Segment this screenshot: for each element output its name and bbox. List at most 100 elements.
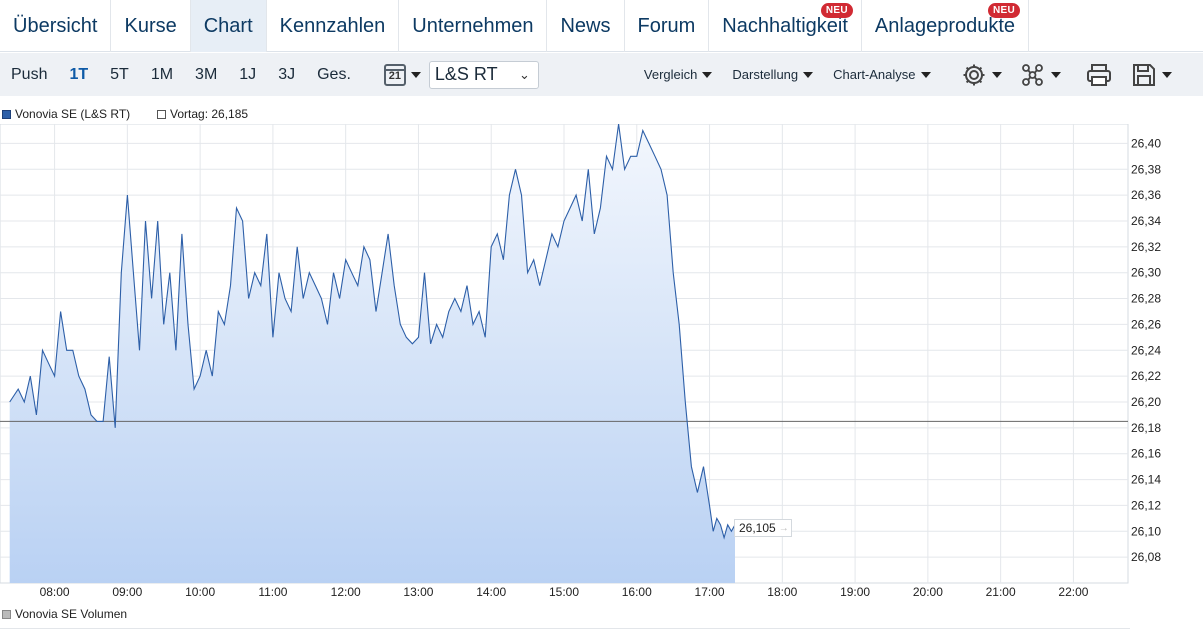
x-tick-label: 10:00 (185, 585, 215, 599)
tab-kennzahlen[interactable]: Kennzahlen (267, 0, 400, 52)
tab-label: Anlageprodukte (874, 14, 1016, 37)
price-line (9, 124, 736, 540)
calendar-icon: 21 (383, 63, 406, 86)
x-tick-label: 14:00 (476, 585, 506, 599)
new-badge: NEU (820, 3, 853, 18)
x-tick-label: 19:00 (840, 585, 870, 599)
darstellung-menu[interactable]: Darstellung (732, 67, 814, 82)
y-tick-label: 26,32 (1131, 240, 1161, 254)
tab-label: Übersicht (13, 14, 98, 37)
x-axis: 08:00 09:00 10:00 11:00 12:00 13:00 14:00 15:00… (40, 585, 1089, 599)
vergleich-menu[interactable]: Vergleich (643, 67, 713, 82)
gear-icon (963, 64, 985, 85)
tab-nachhaltigkeit[interactable]: Nachhaltigkeit NEU (709, 0, 862, 52)
tab-label: Kennzahlen (279, 14, 386, 37)
y-tick-label: 26,34 (1131, 214, 1161, 228)
y-tick-label: 26,28 (1131, 292, 1161, 306)
period-3j[interactable]: 3J (278, 65, 296, 83)
x-tick-label: 21:00 (986, 585, 1016, 599)
tab-label: Unternehmen (412, 14, 534, 37)
chevron-down-icon: ⌄ (518, 66, 530, 82)
y-tick-label: 26,26 (1131, 317, 1161, 331)
volume-swatch (2, 609, 11, 619)
vergleich-label: Vergleich (643, 67, 698, 82)
x-tick-label: 20:00 (913, 585, 943, 599)
caret-down-icon (702, 71, 713, 78)
y-tick-label: 26,08 (1131, 550, 1161, 564)
x-tick-label: 17:00 (695, 585, 725, 599)
volume-legend[interactable]: Vonovia SE Volumen (2, 607, 127, 621)
series-legend-label: Vonovia SE (L&S RT) (15, 107, 131, 121)
caret-down-icon (1050, 71, 1061, 78)
indicators-button[interactable] (1020, 62, 1061, 88)
period-3m[interactable]: 3M (195, 65, 218, 83)
darstellung-label: Darstellung (732, 67, 799, 82)
y-tick-label: 26,16 (1131, 447, 1161, 461)
period-push[interactable]: Push (11, 65, 48, 83)
period-1m[interactable]: 1M (150, 65, 174, 83)
tab-label: Chart (203, 14, 253, 37)
tab-forum[interactable]: Forum (625, 0, 710, 52)
print-icon (1086, 63, 1111, 86)
series-swatch (2, 109, 11, 119)
period-5t[interactable]: 5T (110, 65, 129, 83)
print-button[interactable] (1085, 62, 1113, 88)
y-tick-label: 26,10 (1131, 524, 1161, 538)
x-tick-label: 11:00 (258, 585, 287, 599)
y-tick-label: 26,24 (1131, 343, 1161, 357)
tab-unternehmen[interactable]: Unternehmen (399, 0, 548, 52)
tab-chart[interactable]: Chart (190, 0, 267, 52)
new-badge: NEU (988, 3, 1021, 18)
x-tick-label: 13:00 (403, 585, 433, 599)
tab-anlageprodukte[interactable]: Anlageprodukte NEU (862, 0, 1030, 52)
y-tick-label: 26,20 (1131, 395, 1161, 409)
period-ges[interactable]: Ges. (317, 65, 351, 83)
y-tick-label: 26,22 (1131, 369, 1161, 383)
previous-close-swatch (157, 109, 166, 119)
exchange-select[interactable]: L&S RT ⌄ (428, 60, 539, 89)
exchange-select-value: L&S RT (434, 64, 498, 84)
tab-news[interactable]: News (547, 0, 625, 52)
period-selector: Push 1T 5T 1M 3M 1J 3J Ges. (0, 66, 362, 84)
caret-down-icon (1161, 71, 1172, 78)
caret-down-icon (920, 71, 931, 78)
x-tick-label: 08:00 (40, 585, 70, 599)
volume-legend-label: Vonovia SE Volumen (15, 607, 128, 621)
previous-close-legend[interactable]: Vortag: 26,185 (157, 107, 248, 121)
caret-down-icon (803, 71, 814, 78)
chart-analyse-label: Chart-Analyse (833, 67, 916, 82)
tab-kurse[interactable]: Kurse (111, 0, 191, 52)
main-tabs: Übersicht Kurse Chart Kennzahlen Unternehmen… (0, 0, 1203, 52)
arrow-right-icon: → (778, 522, 789, 534)
calendar-button[interactable]: 21 (383, 63, 421, 86)
period-1t[interactable]: 1T (69, 65, 89, 83)
y-tick-label: 26,18 (1131, 421, 1161, 435)
chart-toolbar: Push 1T 5T 1M 3M 1J 3J Ges. 21 L&S RT ⌄ Verglei… (0, 53, 1203, 96)
last-price-label: 26,105 → (734, 519, 792, 537)
y-tick-label: 26,30 (1131, 266, 1161, 280)
tab--bersicht[interactable]: Übersicht (0, 0, 112, 52)
save-icon (1132, 63, 1155, 86)
y-tick-label: 26,36 (1131, 188, 1161, 202)
settings-button[interactable] (961, 62, 1002, 88)
y-axis: 26,08 26,10 26,12 26,14 26,16 26,18 26,20 26,22… (1131, 136, 1161, 564)
x-tick-label: 16:00 (622, 585, 652, 599)
network-icon (1021, 63, 1043, 86)
series-legend[interactable]: Vonovia SE (L&S RT) (2, 107, 130, 121)
x-tick-label: 22:00 (1058, 585, 1088, 599)
last-price-value: 26,105 (739, 521, 776, 535)
tab-label: Kurse (124, 14, 177, 37)
tab-label: Nachhaltigkeit (722, 14, 848, 37)
caret-down-icon (991, 71, 1002, 78)
y-tick-label: 26,14 (1131, 473, 1161, 487)
period-1j[interactable]: 1J (239, 65, 257, 83)
y-tick-label: 26,38 (1131, 162, 1161, 176)
x-tick-label: 12:00 (331, 585, 361, 599)
x-tick-label: 18:00 (767, 585, 797, 599)
x-tick-label: 09:00 (112, 585, 142, 599)
chart-analyse-menu[interactable]: Chart-Analyse (833, 67, 931, 82)
caret-down-icon (410, 71, 421, 78)
save-button[interactable] (1131, 62, 1172, 88)
y-tick-label: 26,12 (1131, 498, 1161, 512)
price-chart[interactable]: 26,08 26,10 26,12 26,14 26,16 26,18 26,20 26,22… (0, 124, 1203, 604)
